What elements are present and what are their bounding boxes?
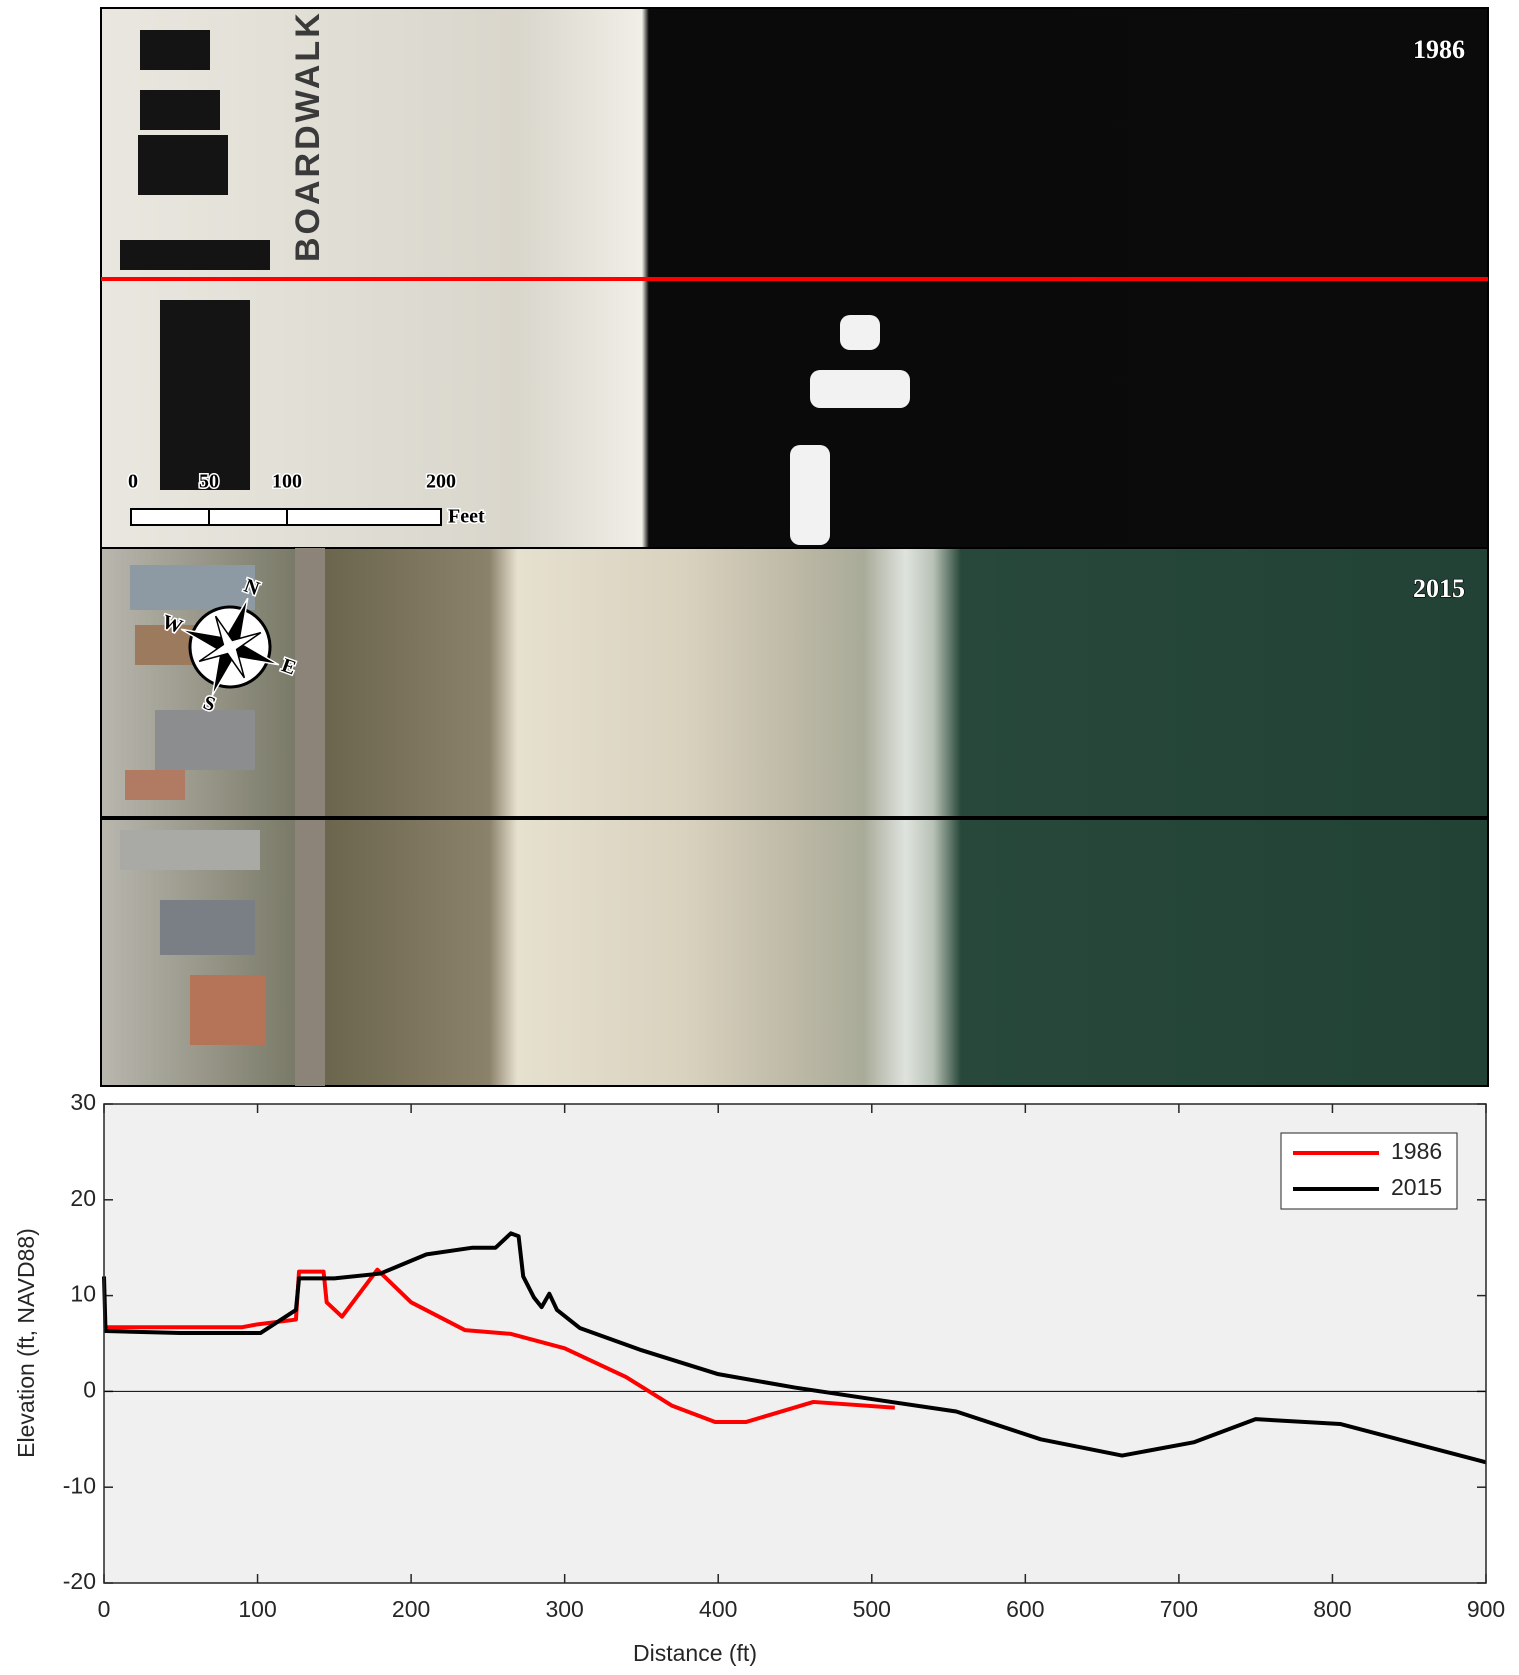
houses-1986 <box>120 30 270 490</box>
y-tick-label: 0 <box>83 1376 96 1402</box>
x-axis-label: Distance (ft) <box>633 1640 757 1666</box>
x-tick-label: 700 <box>1160 1596 1198 1622</box>
x-tick-label: 100 <box>238 1596 276 1622</box>
series-line <box>102 1231 1487 1465</box>
scale-bar: 0 50 100 200 Feet <box>127 469 487 529</box>
legend <box>1280 1132 1458 1210</box>
scale-label: 100 <box>272 471 302 493</box>
series-line <box>104 1267 895 1425</box>
plot-area <box>104 1104 1486 1583</box>
x-tick-label: 500 <box>853 1596 891 1622</box>
x-tick-label: 600 <box>1006 1596 1044 1622</box>
y-tick-label: 20 <box>70 1185 96 1211</box>
y-axis-label: Elevation (ft, NAVD88) <box>13 1228 39 1458</box>
x-tick-label: 900 <box>1467 1596 1505 1622</box>
scale-label: 0 <box>128 471 138 493</box>
y-tick-label: 30 <box>70 1089 96 1115</box>
year-label: 2015 <box>1413 574 1465 603</box>
x-tick-label: 400 <box>699 1596 737 1622</box>
scale-label: 200 <box>426 471 456 493</box>
surf-1986 <box>790 315 910 545</box>
scale-label: 50 <box>199 471 219 493</box>
y-tick-label: -20 <box>63 1568 96 1594</box>
x-tick-label: 800 <box>1313 1596 1351 1622</box>
year-label: 1986 <box>1413 35 1465 64</box>
legend-label: 1986 <box>1391 1138 1442 1164</box>
scale-unit: Feet <box>448 506 485 528</box>
axes-frame <box>103 1103 1487 1584</box>
legend-label: 2015 <box>1391 1174 1442 1200</box>
x-tick-label: 0 <box>98 1596 111 1622</box>
houses-2015 <box>120 548 325 1086</box>
x-tick-label: 300 <box>545 1596 583 1622</box>
street-label: BOARDWALK <box>289 10 327 262</box>
y-tick-label: 10 <box>70 1281 96 1307</box>
x-tick-label: 200 <box>392 1596 430 1622</box>
y-tick-label: -10 <box>63 1472 96 1498</box>
